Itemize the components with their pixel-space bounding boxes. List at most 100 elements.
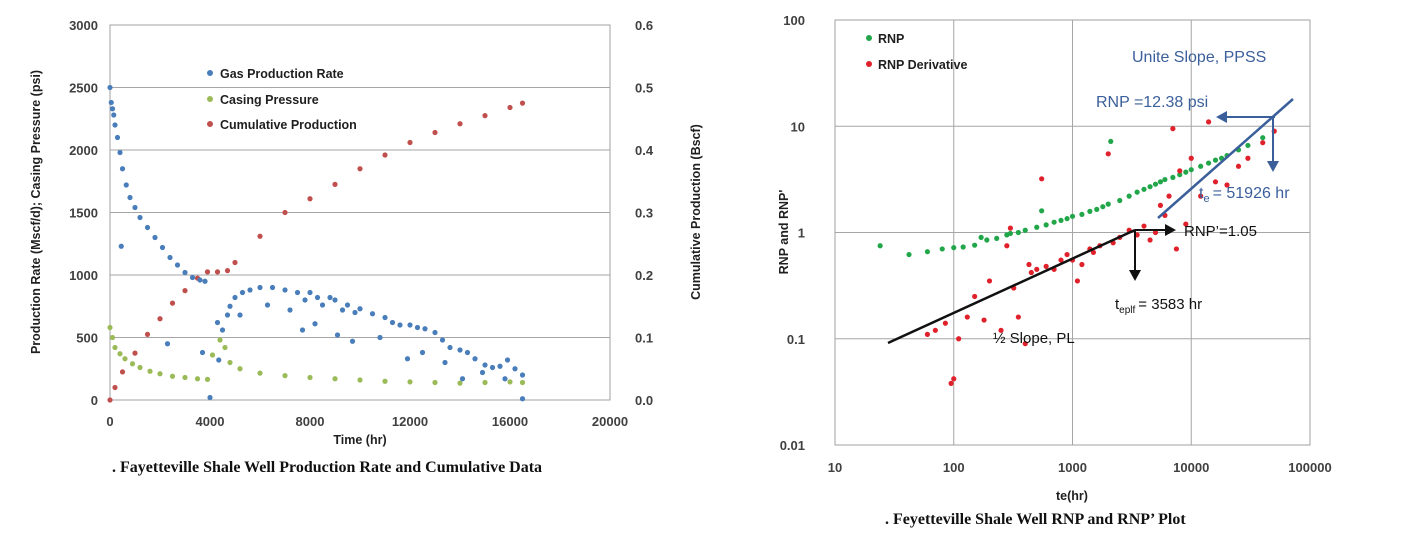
rnp-point	[1022, 227, 1028, 233]
y-tick-label: 3000	[69, 18, 98, 33]
gas-rate-point	[414, 324, 421, 331]
rnp-derivative-point	[1079, 261, 1085, 268]
x-axis-title: Time (hr)	[333, 433, 386, 447]
te-t: t	[1199, 185, 1204, 202]
cumulative-production-point	[214, 269, 221, 275]
gas-rate-point	[302, 297, 308, 303]
rnp-point	[1126, 193, 1132, 199]
gas-rate-point	[117, 149, 123, 156]
gas-rate-point	[504, 357, 511, 363]
x-tick-label: 16000	[492, 414, 528, 429]
rnp-point	[1177, 172, 1183, 178]
rnp-point	[939, 246, 945, 252]
gas-rate-point	[479, 369, 486, 376]
rnp-point	[1212, 157, 1219, 163]
rnp-point	[1064, 216, 1070, 222]
rnp-point	[1087, 208, 1093, 214]
rnp-point	[960, 244, 966, 250]
x-tick-label: 10	[828, 460, 842, 475]
casing-pressure-point	[137, 364, 143, 371]
gas-rate-point	[397, 322, 403, 328]
x-tick-label: 10000	[1173, 460, 1209, 475]
rnp-derivative-point	[1173, 246, 1180, 252]
rnp-derivative-point	[932, 327, 938, 333]
gas-rate-point	[307, 289, 313, 296]
gas-rate-point	[447, 344, 453, 351]
gas-rate-point	[497, 363, 503, 369]
gas-rate-point	[189, 274, 196, 281]
y-tick-label: 1500	[69, 206, 98, 221]
rnp-point	[1051, 219, 1057, 225]
legend: Gas Production Rate Casing Pressure Cumu…	[207, 67, 357, 132]
y-tick-label: 0	[91, 393, 98, 408]
gas-rate-point	[123, 182, 129, 188]
gas-rate-point	[432, 329, 438, 336]
gas-rate-point	[214, 319, 221, 326]
gas-rate-point	[339, 307, 346, 313]
rnp-derivative-point	[1147, 237, 1153, 243]
cumulative-production-point	[482, 113, 488, 119]
y2-tick-label: 0.2	[635, 268, 653, 283]
gas-rate-point	[472, 356, 478, 362]
gas-rate-point	[334, 332, 341, 338]
rnp-derivative-point	[1206, 119, 1212, 125]
rnp-point	[994, 235, 1000, 241]
gas-rate-point	[112, 122, 118, 128]
casing-pressure-point	[307, 374, 313, 381]
rnp-point	[1069, 213, 1076, 219]
legend-marker-gas	[207, 70, 213, 76]
teplf-arrow-head	[1129, 270, 1141, 281]
casing-pressure-point	[204, 376, 211, 382]
y-tick-label: 1000	[69, 268, 98, 283]
gas-rate-point	[369, 311, 376, 317]
casing-pressure-point	[227, 359, 233, 366]
legend-derivative: RNP Derivative	[878, 58, 967, 72]
rnp-derivative-point	[1022, 341, 1028, 347]
y-tick-label: 0.1	[787, 332, 805, 347]
teplf-t: t	[1115, 296, 1120, 313]
casing-pressure-point	[117, 351, 123, 357]
y-tick-label: 100	[783, 13, 805, 28]
casing-pressure-point	[209, 352, 216, 358]
casing-pressure-point	[507, 379, 513, 385]
rnp-derivative-point	[924, 331, 931, 337]
gas-rate-point	[132, 204, 138, 211]
gas-rate-point	[314, 294, 321, 301]
rnp-point	[1134, 189, 1140, 195]
cumulative-production-point	[157, 316, 163, 322]
y2-tick-label: 0.5	[635, 81, 653, 96]
gas-rate-point	[227, 303, 233, 309]
rnp-derivative-point	[1028, 269, 1034, 276]
rnp-derivative-point	[956, 336, 962, 342]
casing-pressure-point	[237, 366, 243, 372]
y-tick-label: 0.01	[780, 438, 805, 453]
rnp-point	[1034, 224, 1040, 230]
rnp-point	[1015, 229, 1021, 236]
gas-rate-point	[349, 338, 356, 344]
y2-tick-label: 0.4	[635, 143, 654, 158]
cumulative-production-point	[144, 331, 151, 337]
gas-rate-point	[299, 327, 306, 333]
rnp-point	[906, 251, 912, 258]
rnp-point	[1043, 222, 1049, 228]
rnp-point	[877, 243, 883, 249]
rnp-point	[1157, 179, 1164, 185]
rnp-derivative-point	[986, 278, 993, 284]
casing-pressure-point	[257, 370, 263, 376]
casing-pressure-point	[109, 334, 116, 341]
te-arrow-head	[1267, 161, 1279, 172]
gas-rate-point	[442, 359, 448, 366]
rnp-point	[1105, 201, 1111, 207]
unit-slope-label: Unite Slope, PPSS	[1132, 49, 1266, 66]
rnp-derivative-point	[1026, 261, 1032, 268]
plot-area	[834, 19, 1311, 446]
rnp-derivative-point	[1034, 266, 1040, 272]
te-sub: e	[1203, 193, 1209, 205]
cumulative-production-point	[457, 121, 463, 127]
gas-rate-point	[119, 166, 126, 172]
rnp-point	[1170, 174, 1176, 181]
gas-rate-point	[202, 278, 208, 284]
casing-pressure-point	[129, 361, 136, 367]
casing-pressure-point	[194, 376, 201, 382]
teplf-value: = 3583 hr	[1138, 296, 1202, 313]
